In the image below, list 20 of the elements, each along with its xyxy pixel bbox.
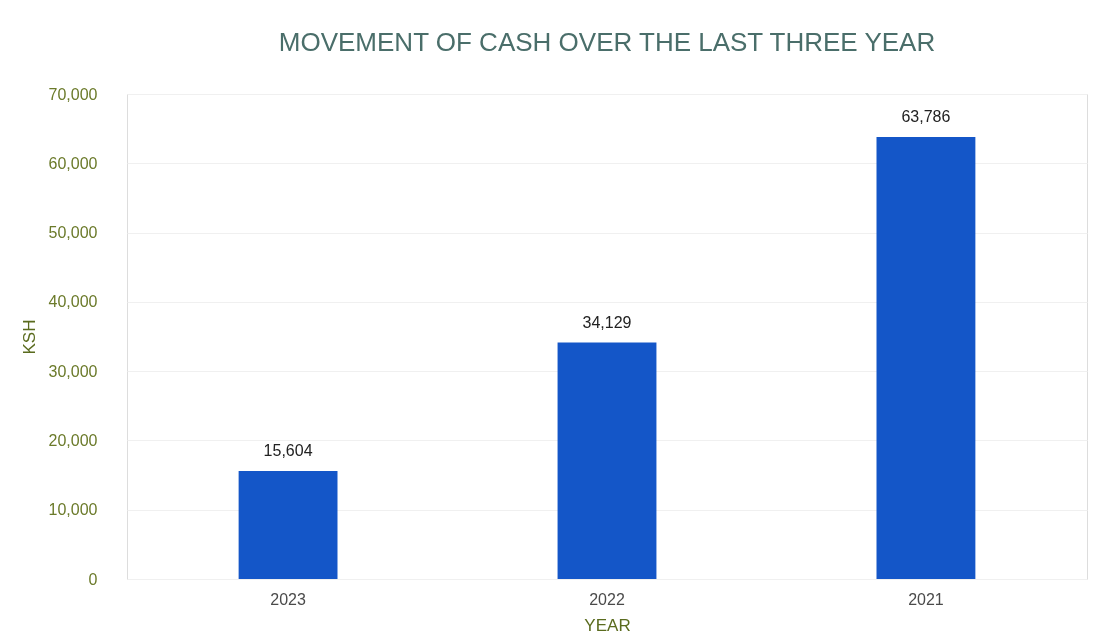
y-tick-label: 0 xyxy=(88,570,98,588)
x-tick-label: 2023 xyxy=(270,590,306,608)
text: 15,604 xyxy=(263,441,313,459)
y-tick-label: 10,000 xyxy=(48,501,98,519)
y-tick-label: 40,000 xyxy=(48,293,98,311)
x-tick-label: 2022 xyxy=(589,590,625,608)
y-tick-label: 70,000 xyxy=(48,85,98,103)
text: 34,129 xyxy=(582,313,632,331)
x-axis-title: YEAR xyxy=(584,615,631,635)
y-tick-label: 50,000 xyxy=(48,224,98,242)
bar xyxy=(876,137,976,579)
text: 63,786 xyxy=(901,108,951,126)
bar xyxy=(557,342,657,579)
y-axis-title: KSH xyxy=(19,319,39,355)
x-tick-label: 2021 xyxy=(908,590,944,608)
y-tick-label: 20,000 xyxy=(48,431,98,449)
y-tick-label: 30,000 xyxy=(48,362,98,380)
bar xyxy=(238,470,338,579)
y-tick-label: 60,000 xyxy=(48,154,98,172)
chart-title: MOVEMENT OF CASH OVER THE LAST THREE YEAR xyxy=(278,27,936,57)
